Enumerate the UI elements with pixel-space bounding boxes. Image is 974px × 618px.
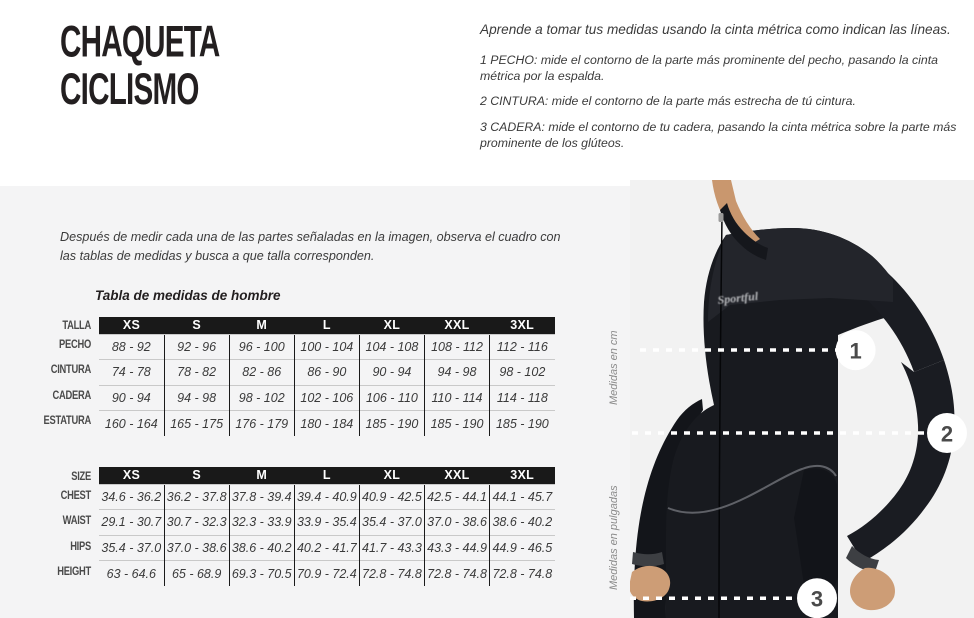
svg-text:1: 1 xyxy=(849,339,861,364)
svg-text:3: 3 xyxy=(811,587,823,612)
svg-text:2: 2 xyxy=(941,422,953,447)
